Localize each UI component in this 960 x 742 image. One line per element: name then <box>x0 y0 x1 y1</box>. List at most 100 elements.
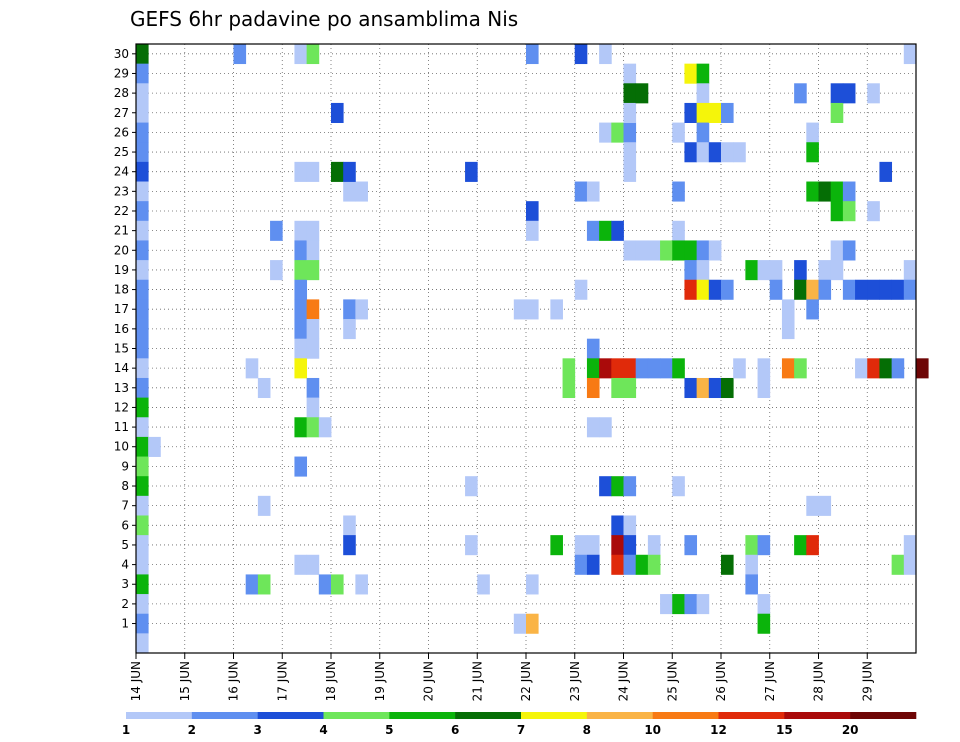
heatmap-cell <box>721 142 734 163</box>
heatmap-cell <box>477 574 490 595</box>
heatmap-cell <box>660 358 673 379</box>
heatmap-cell <box>294 319 308 340</box>
heatmap-cell <box>245 574 259 595</box>
y-tick-label: 19 <box>114 263 129 277</box>
chart-title: GEFS 6hr padavine po ansamblima Nis <box>130 7 518 31</box>
y-tick-label: 22 <box>114 204 129 218</box>
heatmap-cell <box>257 377 271 399</box>
heatmap-cell <box>294 279 308 300</box>
heatmap-cell <box>647 358 661 379</box>
heatmap-cell <box>306 260 320 281</box>
x-tick-label: 22 JUN <box>519 661 533 701</box>
heatmap-cell <box>611 122 624 143</box>
heatmap-cell <box>794 279 807 300</box>
heatmap-cell <box>294 240 308 261</box>
y-tick-label: 21 <box>114 224 129 238</box>
heatmap-cell <box>465 535 478 556</box>
heatmap-cell <box>136 633 149 654</box>
heatmap-cell <box>136 279 149 300</box>
heatmap-cell <box>623 554 637 575</box>
colorbar-swatch <box>191 712 258 719</box>
heatmap-cell <box>148 436 161 457</box>
heatmap-cell <box>270 220 283 241</box>
heatmap-cell <box>903 279 917 300</box>
heatmap-cell <box>306 220 320 241</box>
x-tick-label: 14 JUN <box>129 661 143 701</box>
heatmap-cell <box>696 260 710 281</box>
heatmap-cell <box>806 535 819 556</box>
heatmap-cell <box>136 535 149 556</box>
heatmap-cell <box>684 240 698 261</box>
heatmap-cell <box>745 554 758 575</box>
heatmap-cell <box>672 122 685 143</box>
heatmap-cell <box>233 44 247 65</box>
heatmap-cell <box>343 319 356 340</box>
y-tick-label: 26 <box>114 125 129 139</box>
heatmap-cell <box>623 240 637 261</box>
heatmap-cell <box>879 358 893 379</box>
heatmap-cell <box>586 338 600 359</box>
y-tick-label: 6 <box>121 518 129 532</box>
heatmap-cell <box>136 83 149 104</box>
heatmap-cell <box>136 358 149 379</box>
heatmap-cell <box>623 377 637 399</box>
colorbar-swatch <box>850 712 917 719</box>
heatmap-cell <box>635 358 649 379</box>
heatmap-cell <box>867 358 880 379</box>
heatmap-cell <box>830 83 844 104</box>
heatmap-cell <box>574 181 588 202</box>
heatmap-cell <box>830 240 844 261</box>
heatmap-cell <box>891 358 905 379</box>
heatmap-cell <box>733 358 746 379</box>
colorbar-swatch <box>521 712 588 719</box>
heatmap-cell <box>867 83 880 104</box>
heatmap-cell <box>635 554 649 575</box>
heatmap-cell <box>306 299 320 320</box>
heatmap-cell <box>781 319 795 340</box>
x-tick-label: 24 JUN <box>617 661 631 701</box>
heatmap-cell <box>136 319 149 340</box>
heatmap-cell <box>672 220 685 241</box>
heatmap-cell <box>745 260 758 281</box>
heatmap-cell <box>136 299 149 320</box>
heatmap-cell <box>136 63 149 84</box>
heatmap-cell <box>757 377 771 399</box>
heatmap-cell <box>562 358 576 379</box>
heatmap-cell <box>611 220 624 241</box>
heatmap-cell <box>708 377 722 399</box>
heatmap-cell <box>611 554 624 575</box>
colorbar-label: 2 <box>188 723 196 737</box>
x-tick-label: 19 JUN <box>373 661 387 701</box>
colorbar-swatch <box>652 712 719 719</box>
heatmap-cell <box>781 358 795 379</box>
heatmap-cell <box>745 535 758 556</box>
heatmap-cell <box>684 279 698 300</box>
heatmap-cell <box>672 476 685 497</box>
heatmap-cell <box>586 377 600 399</box>
heatmap-cell <box>343 161 356 182</box>
x-tick-label: 27 JUN <box>763 661 777 701</box>
heatmap-cell <box>647 535 661 556</box>
heatmap-cell <box>916 358 929 379</box>
heatmap-cell <box>599 417 612 438</box>
heatmap-cell <box>306 377 320 399</box>
heatmap-cell <box>586 417 600 438</box>
x-tick-label: 26 JUN <box>714 661 728 701</box>
heatmap-cell <box>867 279 880 300</box>
heatmap-cell <box>136 554 149 575</box>
heatmap-cell <box>818 279 832 300</box>
heatmap-cell <box>306 44 320 65</box>
heatmap-cell <box>294 417 308 438</box>
colorbar-label: 4 <box>319 723 327 737</box>
heatmap-cell <box>136 436 149 457</box>
heatmap-cell <box>136 574 149 595</box>
x-tick-label: 18 JUN <box>324 661 338 701</box>
colorbar-swatch <box>389 712 456 719</box>
heatmap-cell <box>513 613 527 634</box>
heatmap-cell <box>757 613 771 634</box>
colorbar-label: 10 <box>644 723 661 737</box>
heatmap-cell <box>623 63 637 84</box>
colorbar-swatch <box>126 712 193 719</box>
heatmap-cell <box>794 358 807 379</box>
heatmap-cell <box>306 397 320 418</box>
